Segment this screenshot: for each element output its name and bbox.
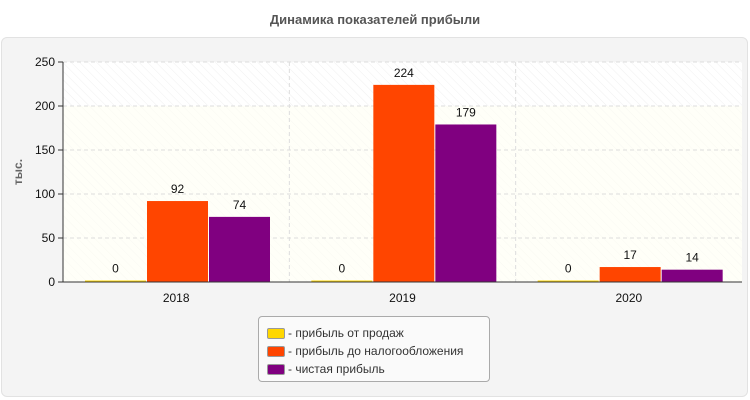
data-label: 74 bbox=[233, 198, 247, 212]
legend-swatch bbox=[267, 345, 285, 357]
data-label: 92 bbox=[171, 182, 185, 196]
legend-swatch bbox=[267, 327, 285, 339]
bar bbox=[435, 124, 497, 282]
data-label: 0 bbox=[112, 262, 119, 276]
bar bbox=[373, 84, 435, 282]
chart-title: Динамика показателей прибыли bbox=[269, 12, 481, 27]
bar bbox=[537, 280, 599, 282]
legend-label: - прибыль от продаж bbox=[288, 326, 404, 340]
legend-item: - чистая прибыль bbox=[267, 360, 489, 378]
y-tick-label: 200 bbox=[35, 99, 55, 113]
legend-label: - чистая прибыль bbox=[288, 362, 385, 376]
bar bbox=[147, 201, 208, 282]
data-label: 14 bbox=[685, 251, 699, 265]
x-tick-label: 2018 bbox=[163, 291, 190, 305]
legend-item: - прибыль от продаж bbox=[267, 324, 489, 342]
legend-item: - прибыль до налогообложения bbox=[267, 342, 489, 360]
bar bbox=[311, 280, 373, 282]
y-tick-label: 250 bbox=[35, 55, 55, 69]
y-tick-label: 150 bbox=[35, 143, 55, 157]
data-label: 0 bbox=[338, 262, 345, 276]
bar bbox=[599, 267, 661, 282]
y-axis-label: тыс. bbox=[11, 159, 25, 185]
legend-swatch bbox=[267, 363, 285, 375]
y-tick-label: 50 bbox=[42, 231, 56, 245]
data-label: 17 bbox=[623, 248, 637, 262]
y-tick-label: 100 bbox=[35, 187, 55, 201]
data-label: 224 bbox=[394, 66, 414, 80]
legend: - прибыль от продаж - прибыль до налогооб… bbox=[258, 316, 490, 382]
x-tick-label: 2019 bbox=[389, 291, 416, 305]
bar bbox=[209, 216, 270, 282]
data-label: 179 bbox=[456, 105, 476, 119]
bar bbox=[85, 280, 146, 282]
x-tick-label: 2020 bbox=[615, 291, 642, 305]
data-label: 0 bbox=[565, 262, 572, 276]
bar bbox=[661, 269, 723, 282]
y-tick-label: 0 bbox=[48, 275, 55, 289]
legend-label: - прибыль до налогообложения bbox=[288, 344, 464, 358]
